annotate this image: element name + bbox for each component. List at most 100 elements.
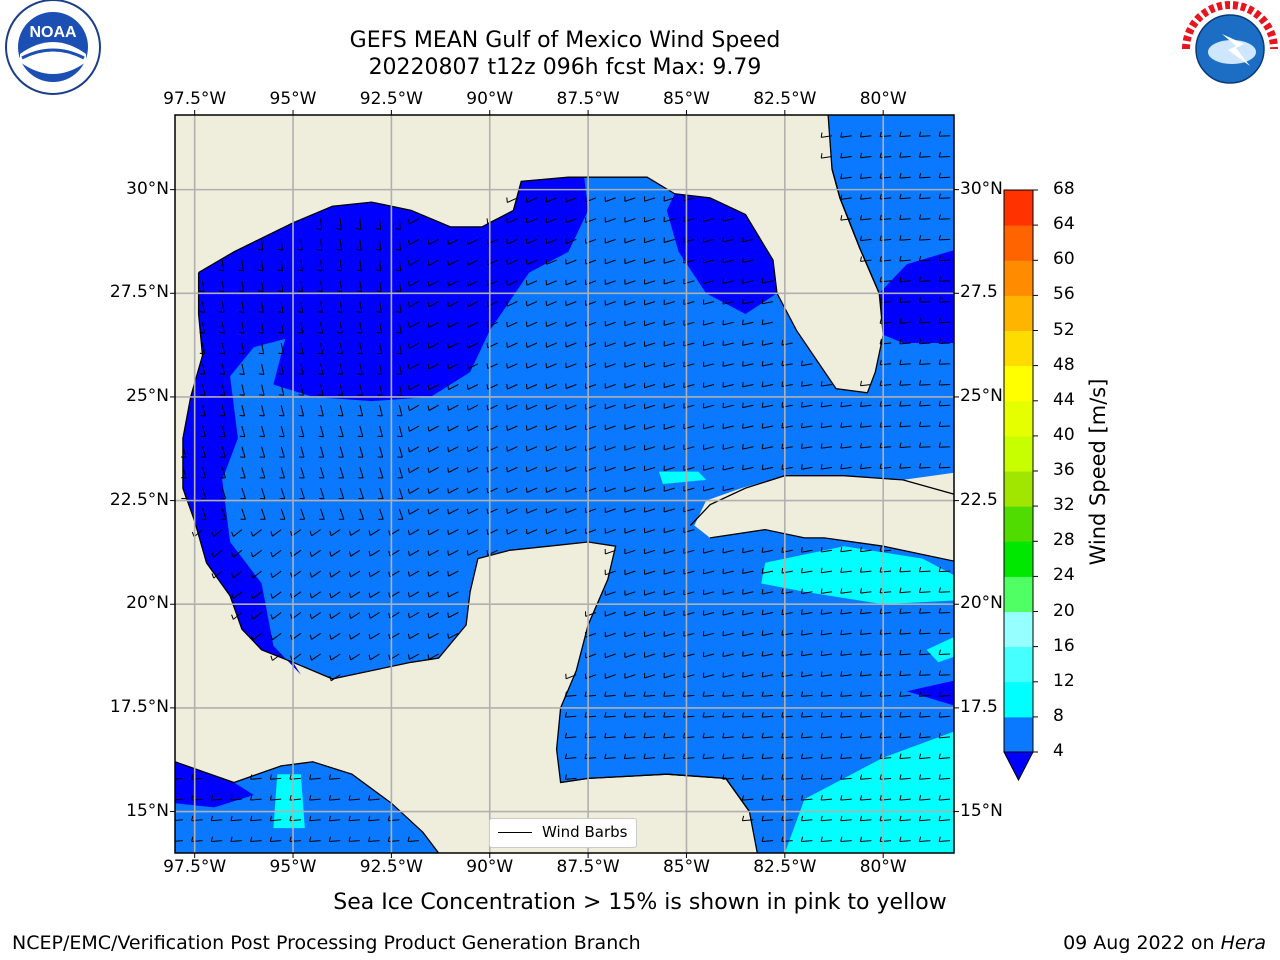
colorbar-band [1004, 295, 1033, 331]
wind-barb [506, 404, 518, 411]
wind-barb [722, 319, 734, 326]
wind-barb [663, 631, 675, 637]
wind-barb [899, 173, 911, 179]
wind-barb [860, 608, 872, 615]
wind-barb [604, 424, 616, 431]
wind-barb [781, 464, 793, 470]
wind-barb [899, 214, 911, 220]
wind-barb [781, 691, 793, 697]
wind-barb [781, 360, 793, 367]
wind-barb [545, 197, 557, 203]
wind-barb [219, 363, 226, 375]
wind-barb [329, 653, 341, 661]
wind-barb [624, 237, 636, 244]
wind-barb [761, 588, 774, 595]
wind-barb [644, 403, 656, 410]
wind-barb [722, 236, 734, 243]
lat-label-left: 27.5°N [109, 282, 169, 303]
wind-barb [800, 795, 813, 801]
wind-barb [329, 570, 341, 578]
wind-barb [199, 301, 205, 313]
wind-barb [644, 569, 656, 575]
wind-barb [938, 815, 951, 822]
wind-barb [742, 298, 754, 305]
wind-barb [938, 587, 951, 593]
wind-barb [624, 403, 636, 410]
wind-barb [427, 404, 439, 411]
wind-barb [427, 425, 439, 432]
wind-barb [349, 529, 361, 536]
colorbar-tick-label: 32 [1053, 495, 1075, 516]
wind-barb [879, 173, 892, 179]
wind-barb [466, 487, 479, 494]
wind-barb [702, 630, 715, 637]
wind-barb [584, 732, 597, 739]
wind-barb [702, 465, 715, 471]
calm-zone-atlantic [879, 250, 954, 343]
wind-barb [191, 836, 203, 842]
wind-barb [761, 464, 774, 471]
colorbar-tick-label: 52 [1053, 319, 1075, 340]
wind-barb [879, 691, 892, 697]
wind-barb [526, 280, 538, 286]
wind-barb [277, 280, 284, 293]
calm-zone-caribbean [906, 680, 954, 706]
wind-barb [918, 172, 931, 179]
wind-barb [427, 591, 439, 598]
wind-barb [761, 732, 774, 739]
wind-barb [447, 487, 459, 494]
wind-barb [526, 425, 538, 431]
wind-barb [683, 237, 695, 243]
wind-barb [918, 359, 931, 365]
wind-barb [644, 652, 656, 658]
wind-barb [349, 653, 361, 661]
wind-barb [377, 425, 383, 438]
wind-barb [278, 301, 284, 313]
wind-barb [447, 280, 459, 287]
lon-label-bottom: 82.5°W [753, 857, 817, 877]
wind-barb [506, 197, 518, 203]
wind-barb [318, 446, 325, 458]
wind-barb [368, 653, 380, 661]
strong-wind-cuba-w [658, 471, 707, 484]
wind-barb [356, 301, 363, 313]
colorbar-tick-label: 40 [1053, 424, 1075, 445]
wind-barb [407, 653, 420, 660]
map-title-line2: 20220807 t12z 096h fcst Max: 9.79 [368, 55, 762, 80]
wind-barb [526, 197, 538, 203]
wind-barb [397, 467, 403, 479]
wind-barb [289, 836, 301, 842]
wind-barb [309, 632, 321, 640]
wind-barb [447, 238, 459, 245]
wind-barb [624, 300, 636, 306]
wind-barb [801, 588, 813, 595]
wind-barb [643, 732, 656, 739]
wind-barb [316, 218, 323, 231]
wind-barb [899, 380, 911, 386]
wind-barb [899, 629, 911, 635]
wind-barb [584, 753, 597, 760]
wind-barb [702, 610, 715, 616]
wind-barb [938, 276, 951, 282]
wind-barb [210, 795, 223, 801]
wind-barb [644, 216, 656, 223]
wind-barb [918, 691, 931, 697]
wind-barb [279, 467, 285, 479]
wind-barb [239, 363, 245, 375]
wind-barb [427, 321, 439, 329]
wind-barb [840, 629, 852, 636]
wind-barb [211, 549, 223, 558]
wind-barb [761, 547, 774, 553]
wind-barb [604, 445, 616, 451]
wind-barb [270, 529, 282, 537]
colorbar-band [1004, 541, 1033, 577]
wind-barb [624, 507, 636, 513]
wind-barb [683, 589, 695, 596]
lon-label-bottom: 97.5°W [163, 857, 227, 877]
wind-barb [644, 590, 656, 596]
wind-barb [702, 753, 715, 760]
wind-barb [840, 173, 852, 180]
wind-barb [722, 423, 734, 429]
wind-barb [879, 670, 892, 677]
wind-barb [644, 527, 656, 534]
